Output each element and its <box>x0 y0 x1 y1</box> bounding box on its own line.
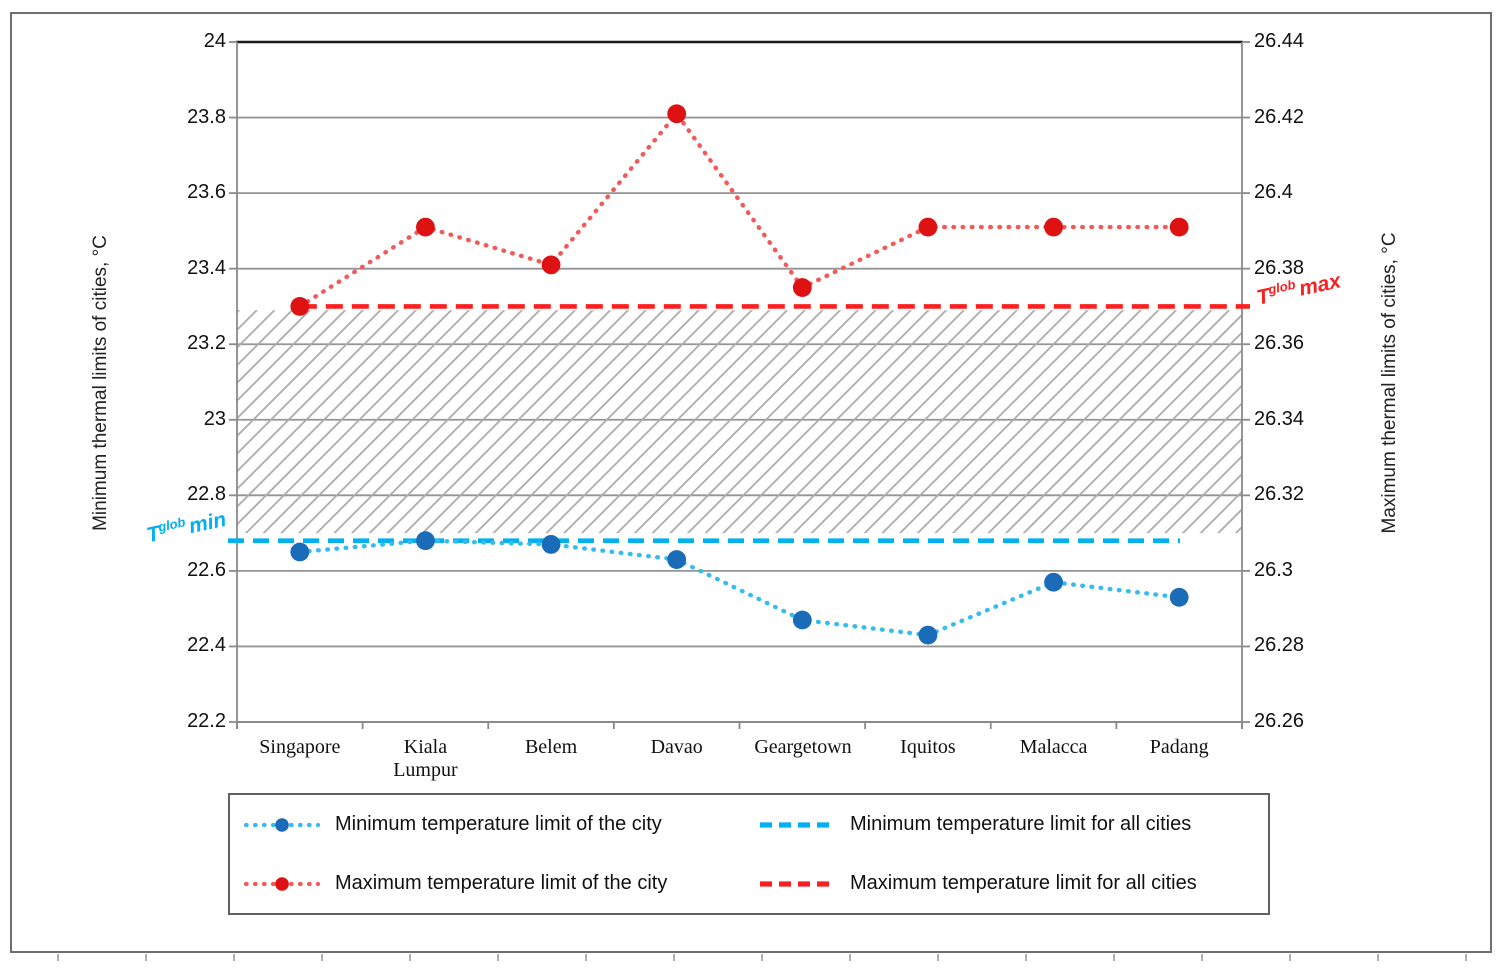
left-axis-tick-label: 22.4 <box>187 634 226 657</box>
x-tick-label: Padang <box>1149 736 1209 758</box>
max-series-point <box>667 104 687 124</box>
max-series-point <box>792 278 812 297</box>
left-axis-tick-label: 22.2 <box>187 710 226 732</box>
max-series-point <box>1169 217 1189 237</box>
right-axis-tick-label: 26.32 <box>1254 483 1305 506</box>
page-ruler-tick <box>1377 954 1379 961</box>
legend-item-max-city: Maximum temperature limit of the city <box>242 872 757 895</box>
page-ruler-tick <box>849 954 851 961</box>
page-ruler-tick <box>57 954 59 961</box>
page-ruler-tick <box>673 954 675 961</box>
left-axis-tick-label: 22.6 <box>187 558 226 581</box>
left-axis-tick-label: 23.4 <box>187 256 226 279</box>
page-ruler-tick <box>761 954 763 961</box>
right-axis-tick-label: 26.34 <box>1254 407 1305 430</box>
legend-label: Minimum temperature limit for all cities <box>850 813 1192 835</box>
page-ruler-tick <box>233 954 235 961</box>
page-ruler-tick <box>585 954 587 961</box>
page-ruler-tick <box>145 954 147 961</box>
dotted-line-blue-marker-icon <box>243 817 321 832</box>
left-axis-tick-label: 23.6 <box>187 181 226 204</box>
x-tick-label: Kiala Lumpur <box>393 736 458 781</box>
right-axis-tick-label: 26.3 <box>1254 558 1293 581</box>
figure-border <box>10 12 1492 953</box>
left-axis-tick-label: 22.8 <box>187 483 226 506</box>
legend-item-min-all: Minimum temperature limit for all cities <box>757 813 1268 836</box>
max-series-point <box>416 217 435 237</box>
page-ruler-tick <box>1465 954 1467 961</box>
min-series-point <box>290 542 310 562</box>
page-ruler-tick <box>1025 954 1027 961</box>
legend-label: Maximum temperature limit for all cities <box>850 872 1197 894</box>
x-tick-label: Davao <box>650 736 703 758</box>
right-axis-tick-label: 26.26 <box>1254 710 1305 732</box>
right-axis-tick-label: 26.28 <box>1254 634 1305 657</box>
dashed-cyan-line-icon <box>760 821 834 828</box>
x-tick-label: Malacca <box>1019 736 1088 758</box>
min-series-point <box>667 550 687 569</box>
dashed-red-line-icon <box>760 880 834 887</box>
min-series-point <box>541 535 561 554</box>
x-tick-label: Geargetown <box>754 736 852 758</box>
max-series-point <box>918 217 938 237</box>
left-axis-tick-label: 24 <box>203 30 226 52</box>
max-series-line <box>297 110 1182 309</box>
min-series-point <box>1044 572 1063 592</box>
hatched-band <box>237 310 1242 534</box>
x-tick-label: Belem <box>524 736 578 758</box>
max-series-point <box>1044 217 1063 237</box>
right-axis-tick-label: 26.36 <box>1254 332 1305 355</box>
min-series-point <box>416 531 435 551</box>
legend-item-min-city: Minimum temperature limit of the city <box>242 813 757 836</box>
x-tick-label: Singapore <box>259 736 341 758</box>
min-series-point <box>1169 587 1189 607</box>
page-ruler-tick <box>1289 954 1291 961</box>
right-axis-tick-label: 26.44 <box>1254 30 1305 52</box>
legend-label: Minimum temperature limit of the city <box>335 813 662 835</box>
right-axis-tick-label: 26.4 <box>1254 181 1293 204</box>
page-ruler-tick <box>409 954 411 961</box>
min-series-point <box>918 625 938 645</box>
page-ruler-tick <box>1113 954 1115 961</box>
left-axis-tick-label: 23.8 <box>187 105 226 128</box>
page-ruler-tick <box>321 954 323 961</box>
right-axis-title: Maximum thermal limits of cities, °C <box>1379 232 1400 534</box>
max-series-point <box>290 297 310 316</box>
min-series-line <box>297 538 1182 638</box>
right-axis-tick-label: 26.42 <box>1254 105 1305 128</box>
page-ruler-tick <box>1201 954 1203 961</box>
page-ruler-tick <box>497 954 499 961</box>
left-axis-title: Minimum thermal limits of cities, °C <box>90 235 111 531</box>
legend-label: Maximum temperature limit of the city <box>335 872 668 894</box>
page-ruler-tick <box>937 954 939 961</box>
legend-box: Minimum temperature limit of the city Mi… <box>228 793 1270 915</box>
dotted-line-red-marker-icon <box>243 876 321 891</box>
max-series-point <box>541 255 561 275</box>
left-axis-tick-label: 23.2 <box>187 332 226 355</box>
right-axis-tick-label: 26.38 <box>1254 256 1305 279</box>
legend-item-max-all: Maximum temperature limit for all cities <box>757 872 1268 895</box>
min-series-point <box>792 610 812 630</box>
left-axis-tick-label: 23 <box>203 407 226 430</box>
x-tick-label: Iquitos <box>900 736 956 758</box>
